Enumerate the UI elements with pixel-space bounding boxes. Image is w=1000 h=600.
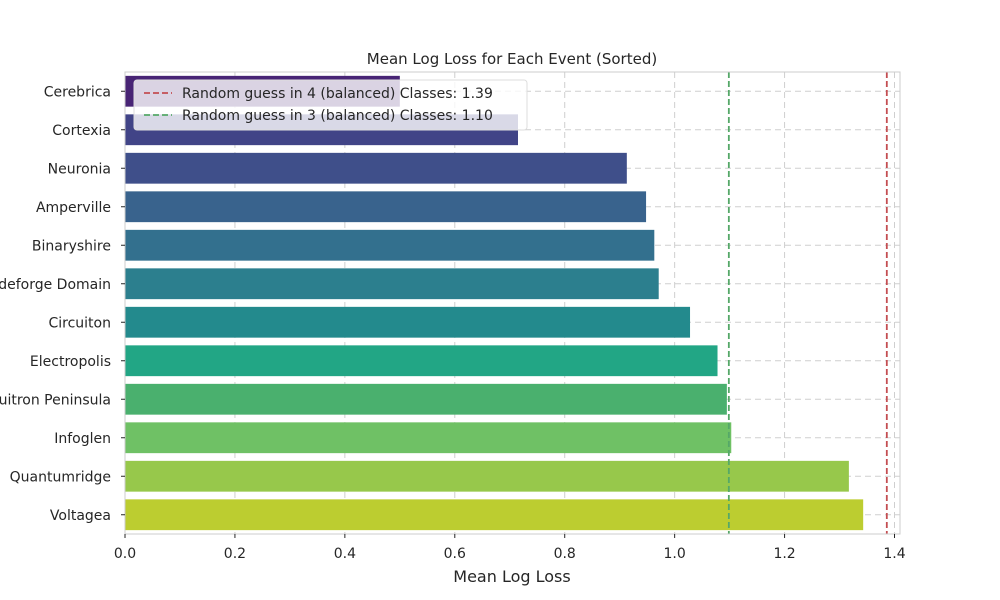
bar xyxy=(125,383,727,415)
y-tick-label: Neuronia xyxy=(48,161,111,177)
x-tick-label: 0.0 xyxy=(114,546,136,562)
x-tick-label: 1.4 xyxy=(883,546,905,562)
bar xyxy=(125,268,659,300)
reference-lines xyxy=(727,72,888,534)
bar xyxy=(125,152,627,184)
y-tick-label: Amperville xyxy=(36,200,111,216)
x-tick-labels: 0.0 0.2 0.4 0.6 0.8 1.0 1.2 1.4 xyxy=(114,534,906,562)
y-tick-label: Electropolis xyxy=(30,354,111,370)
bar xyxy=(125,191,647,223)
bar xyxy=(125,306,691,338)
bar-layer xyxy=(125,75,864,531)
y-tick-label: Infoglen xyxy=(54,431,111,447)
x-tick-label: 1.2 xyxy=(773,546,795,562)
y-tick-label: Quantumridge xyxy=(10,469,111,485)
x-axis-label: Mean Log Loss xyxy=(453,567,570,586)
y-tick-label: Circuiton xyxy=(48,315,111,331)
legend-label: Random guess in 4 (balanced) Classes: 1.… xyxy=(182,86,493,102)
chart-title: Mean Log Loss for Each Event (Sorted) xyxy=(367,50,657,68)
x-tick-label: 0.6 xyxy=(444,546,466,562)
plot-frame xyxy=(124,71,901,535)
x-tick-label: 0.8 xyxy=(554,546,576,562)
x-tick-label: 1.0 xyxy=(664,546,686,562)
y-tick-label: Binaryshire xyxy=(32,238,111,254)
bar xyxy=(125,229,655,261)
y-tick-label: Voltagea xyxy=(50,508,111,524)
y-tick-label: Codeforge Domain xyxy=(0,277,111,293)
bar xyxy=(125,422,732,454)
y-tick-labels: Cerebrica Cortexia Neuronia Amperville Binar… xyxy=(0,84,125,524)
bar xyxy=(125,460,849,492)
bar xyxy=(125,345,718,377)
x-tick-label: 0.4 xyxy=(334,546,356,562)
y-tick-label: Quitron Peninsula xyxy=(0,392,111,408)
legend-label: Random guess in 3 (balanced) Classes: 1.… xyxy=(182,108,493,124)
bar xyxy=(125,499,864,531)
y-tick-label: Cerebrica xyxy=(44,84,111,100)
x-tick-label: 0.2 xyxy=(224,546,246,562)
y-tick-label: Cortexia xyxy=(52,123,111,139)
legend-box xyxy=(133,79,528,131)
legend: Random guess in 4 (balanced) Classes: 1.… xyxy=(133,79,528,131)
